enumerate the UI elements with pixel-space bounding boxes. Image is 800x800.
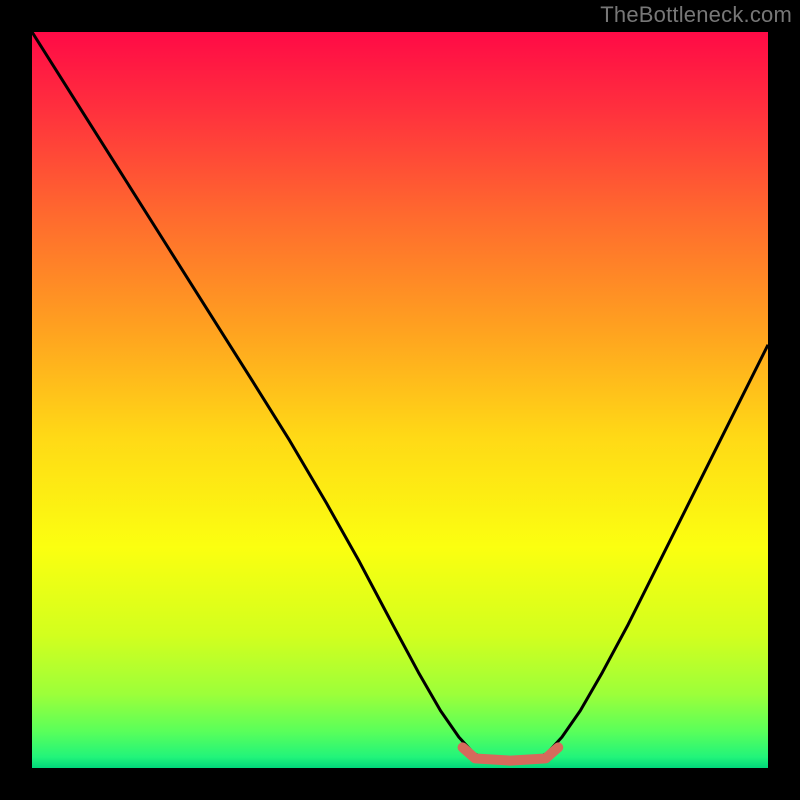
flat-region-marker bbox=[463, 747, 559, 760]
plot-area bbox=[32, 32, 768, 768]
chart-container: TheBottleneck.com bbox=[0, 0, 800, 800]
bottleneck-curve bbox=[32, 32, 768, 761]
watermark-text: TheBottleneck.com bbox=[600, 2, 792, 28]
curve-layer bbox=[32, 32, 768, 768]
